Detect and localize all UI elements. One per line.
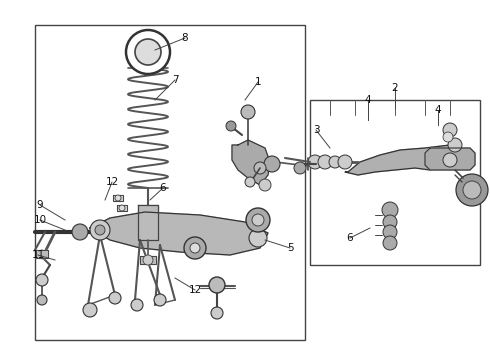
Polygon shape — [425, 148, 475, 170]
Circle shape — [246, 208, 270, 232]
Circle shape — [443, 132, 453, 142]
Circle shape — [259, 179, 271, 191]
Circle shape — [383, 215, 397, 229]
Circle shape — [338, 155, 352, 169]
Text: 8: 8 — [182, 33, 188, 43]
Circle shape — [115, 195, 121, 201]
Circle shape — [83, 303, 97, 317]
Text: 7: 7 — [172, 75, 178, 85]
Circle shape — [226, 121, 236, 131]
Circle shape — [184, 237, 206, 259]
Circle shape — [90, 220, 110, 240]
Circle shape — [252, 214, 264, 226]
Text: 12: 12 — [188, 285, 201, 295]
Text: 4: 4 — [365, 95, 371, 105]
Circle shape — [72, 224, 88, 240]
Circle shape — [382, 202, 398, 218]
Polygon shape — [117, 205, 127, 211]
Text: 6: 6 — [347, 233, 353, 243]
Circle shape — [190, 243, 200, 253]
Polygon shape — [140, 256, 156, 264]
Circle shape — [456, 174, 488, 206]
Polygon shape — [36, 250, 48, 258]
Text: 4: 4 — [435, 105, 441, 115]
Bar — [310, 100, 480, 265]
Circle shape — [383, 236, 397, 250]
Circle shape — [318, 155, 332, 169]
Circle shape — [131, 299, 143, 311]
Text: 3: 3 — [313, 125, 319, 135]
Polygon shape — [113, 195, 123, 201]
Circle shape — [448, 138, 462, 152]
Circle shape — [329, 156, 341, 168]
Polygon shape — [90, 212, 268, 255]
Text: 2: 2 — [392, 83, 398, 93]
Polygon shape — [345, 145, 458, 175]
Circle shape — [36, 274, 48, 286]
Circle shape — [211, 307, 223, 319]
Circle shape — [383, 225, 397, 239]
Circle shape — [463, 181, 481, 199]
Circle shape — [294, 162, 306, 174]
Text: 5: 5 — [287, 243, 294, 253]
Text: 6: 6 — [160, 183, 166, 193]
Circle shape — [154, 294, 166, 306]
Circle shape — [443, 153, 457, 167]
Circle shape — [119, 205, 125, 211]
Text: 10: 10 — [33, 215, 47, 225]
Text: 9: 9 — [37, 200, 43, 210]
Circle shape — [209, 277, 225, 293]
Circle shape — [135, 39, 161, 65]
Circle shape — [245, 177, 255, 187]
Polygon shape — [138, 205, 158, 240]
Circle shape — [254, 162, 266, 174]
Bar — [35, 25, 305, 340]
Text: 1: 1 — [255, 77, 261, 87]
Circle shape — [443, 123, 457, 137]
Text: 11: 11 — [31, 250, 45, 260]
Circle shape — [241, 105, 255, 119]
Polygon shape — [232, 140, 270, 185]
Circle shape — [37, 295, 47, 305]
Circle shape — [143, 255, 153, 265]
Circle shape — [109, 292, 121, 304]
Circle shape — [95, 225, 105, 235]
Circle shape — [126, 30, 170, 74]
Circle shape — [264, 156, 280, 172]
Text: 12: 12 — [105, 177, 119, 187]
Circle shape — [308, 155, 322, 169]
Circle shape — [249, 229, 267, 247]
